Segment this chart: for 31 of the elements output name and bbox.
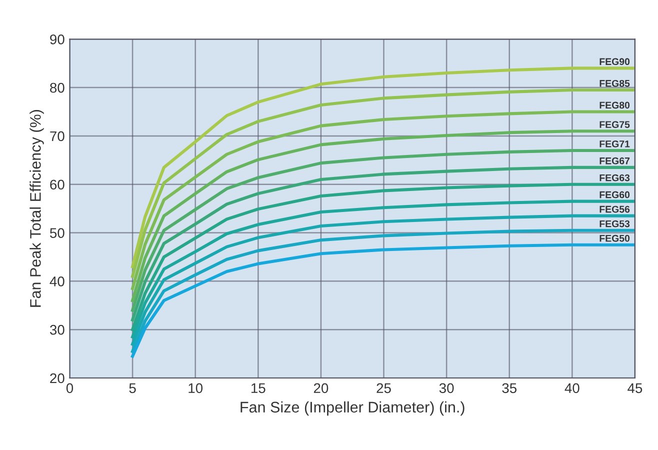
y-tick-label: 40 (50, 276, 64, 286)
y-tick-label: 30 (50, 324, 64, 335)
series-label: FEG63 (600, 174, 630, 182)
series-label: FEG53 (600, 220, 630, 228)
series-label: FEG85 (600, 80, 630, 87)
x-axis-title: Fan Size (Impeller Diameter) (in.) (240, 401, 464, 416)
y-tick-label: 70 (50, 131, 64, 142)
y-tick-label: 20 (50, 373, 64, 384)
x-tick-label: 20 (314, 383, 328, 394)
x-tick-label: 25 (376, 383, 391, 394)
series-label: FEG90 (600, 58, 630, 66)
series-label: FEG56 (600, 206, 630, 213)
series-label: FEG67 (600, 157, 630, 164)
y-tick-label: 60 (50, 180, 64, 190)
y-tick-label: 50 (50, 228, 64, 238)
series-label: FEG50 (600, 234, 630, 242)
y-axis-title: Fan Peak Total Efficiency (%) (30, 110, 44, 307)
x-tick-label: 15 (251, 383, 266, 394)
x-tick-label: 35 (502, 383, 517, 394)
series-label: FEG75 (600, 121, 630, 128)
x-tick-label: 45 (628, 383, 642, 394)
x-tick-label: 0 (66, 383, 74, 394)
x-tick-label: 30 (439, 383, 454, 394)
y-tick-label: 90 (50, 34, 64, 44)
series-label: FEG60 (600, 191, 630, 198)
series-label: FEG71 (600, 140, 630, 148)
x-tick-label: 5 (129, 383, 136, 394)
x-tick-label: 40 (564, 383, 580, 394)
series-label: FEG80 (600, 102, 630, 109)
y-tick-label: 80 (50, 82, 64, 93)
x-tick-label: 10 (188, 383, 203, 394)
